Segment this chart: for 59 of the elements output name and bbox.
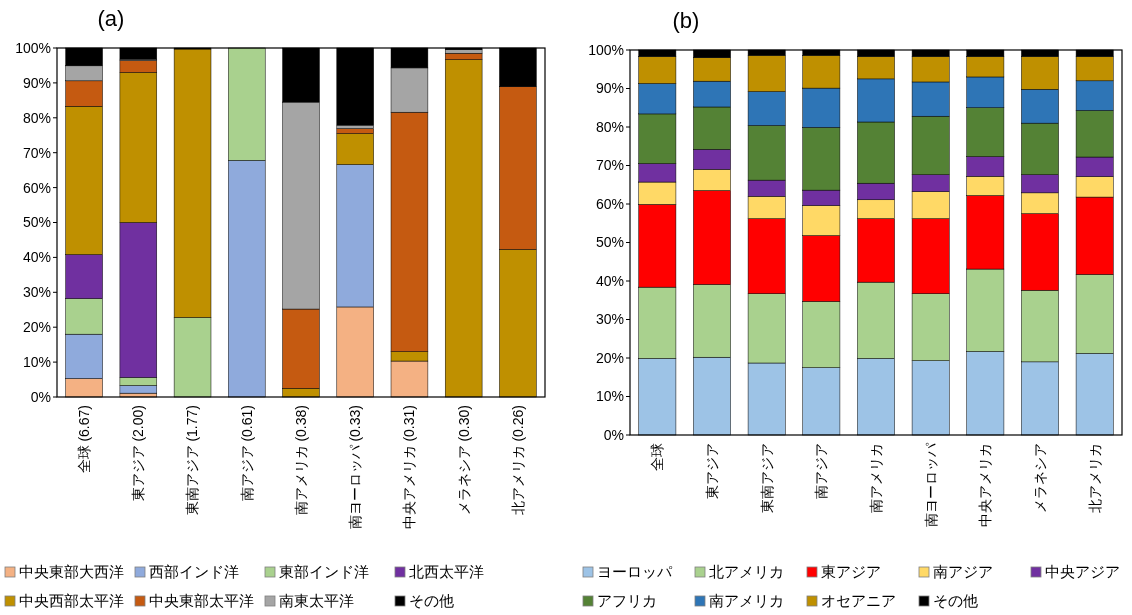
x-tick-label: 南アメリカ (0.38) <box>292 405 309 516</box>
legend-label: 南アメリカ <box>709 592 784 610</box>
y-tick-label: 60% <box>595 195 624 212</box>
x-tick-label: 南アメリカ <box>867 443 884 513</box>
x-tick-label: 南ヨーロッパ (0.33) <box>347 405 364 530</box>
legend-label: 中央西部太平洋 <box>19 592 124 610</box>
y-tick-label: 50% <box>595 234 624 251</box>
y-tick-label: 70% <box>595 157 624 174</box>
chart-title: (b) <box>672 8 700 33</box>
legend-label: オセアニア <box>821 592 896 610</box>
y-tick-label: 0% <box>603 426 624 443</box>
x-tick-label: 南ヨーロッパ <box>922 442 939 527</box>
x-tick-label: 南アジア (0.61) <box>238 405 255 502</box>
x-tick-label: 中央アメリカ (0.31) <box>401 405 418 530</box>
y-tick-label: 100% <box>15 39 51 56</box>
y-tick-label: 90% <box>595 80 624 97</box>
y-tick-label: 10% <box>22 354 51 370</box>
y-tick-label: 20% <box>22 319 51 336</box>
legend-label: 南東太平洋 <box>279 592 354 610</box>
legend-label: 東部インド洋 <box>279 563 369 581</box>
legend-label: 東アジア <box>821 563 881 581</box>
legend-label: その他 <box>933 592 978 610</box>
y-tick-label: 50% <box>22 214 51 231</box>
y-tick-label: 70% <box>22 144 51 161</box>
y-tick-label: 60% <box>22 179 51 196</box>
y-tick-label: 0% <box>30 388 51 405</box>
x-tick-label: 東アジア <box>703 443 720 499</box>
legend-label: 中央アジア <box>1045 563 1120 581</box>
x-tick-label: メラネシア (0.30) <box>455 405 472 516</box>
x-tick-label: 東南アジア <box>758 443 775 513</box>
x-tick-label: 南アジア <box>813 443 830 499</box>
x-tick-label: 全球 <box>649 443 666 471</box>
legend-label: 中央東部大西洋 <box>19 563 124 581</box>
x-tick-label: 中央アメリカ <box>977 443 994 527</box>
legend-label: 北アメリカ <box>709 563 784 581</box>
legend-label: アフリカ <box>597 592 657 610</box>
x-tick-label: 北アメリカ <box>1086 443 1103 513</box>
legend-label: 中央東部太平洋 <box>149 592 254 610</box>
y-tick-label: 40% <box>22 249 51 266</box>
y-tick-label: 30% <box>22 284 51 301</box>
y-tick-label: 90% <box>22 74 51 91</box>
y-tick-label: 10% <box>595 388 624 405</box>
legend-label: 南アジア <box>933 563 993 581</box>
x-tick-label: 北アメリカ (0.26) <box>509 405 526 516</box>
y-tick-label: 20% <box>595 349 624 366</box>
y-tick-label: 40% <box>595 272 624 289</box>
y-tick-label: 80% <box>22 109 51 126</box>
x-tick-label: メラネシア <box>1031 443 1048 513</box>
y-tick-label: 30% <box>595 311 624 328</box>
y-tick-label: 80% <box>595 118 624 135</box>
legend-label: 西部インド洋 <box>149 563 239 581</box>
legend-label: 北西太平洋 <box>409 563 484 581</box>
legend-label: ヨーロッパ <box>597 563 673 581</box>
chart-title: (a) <box>97 6 125 31</box>
x-tick-label: 全球 (6.67) <box>76 405 93 474</box>
legend-label: その他 <box>409 592 454 610</box>
x-tick-label: 東南アジア (1.77) <box>184 405 201 516</box>
y-tick-label: 100% <box>588 41 624 58</box>
x-tick-label: 東アジア (2.00) <box>130 405 147 502</box>
